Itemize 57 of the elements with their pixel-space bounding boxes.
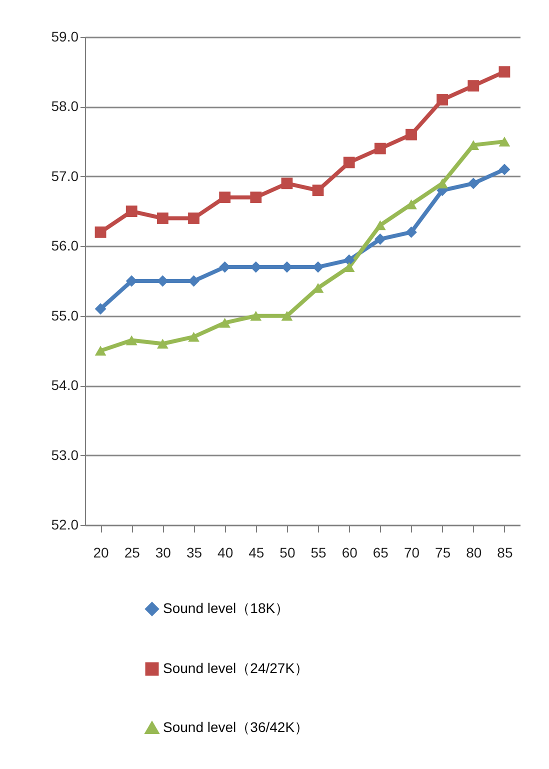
y-tick-label: 58.0 [51,98,79,114]
point [436,178,448,188]
y-tick-label: 57.0 [51,168,79,184]
point [343,254,355,266]
x-tick-label: 85 [497,544,513,560]
y-tick-label: 53.0 [51,446,79,463]
point [188,212,200,224]
point [156,338,168,349]
point [94,346,106,356]
x-tick-label: 30 [155,544,172,560]
x-tick-label: 25 [124,544,140,560]
point [126,335,138,346]
x-tick-label: 35 [186,544,202,560]
x-tick-label: 20 [93,544,110,560]
x-tick-label: 55 [310,544,327,560]
point [312,184,324,196]
x-tick-label: 80 [466,544,482,560]
x-tick-label: 75 [435,544,451,560]
y-tick-label: 56.0 [51,238,79,254]
legend-label: Sound level（18K） [163,600,290,616]
y-tick-label: 52.0 [51,516,79,532]
point [468,80,480,92]
point [156,212,168,224]
point [498,164,510,176]
point [250,310,262,321]
x-tick-label: 50 [280,544,296,560]
point [436,94,448,106]
point [406,226,417,238]
point [406,128,417,140]
point [406,199,417,210]
x-tick-label: 40 [218,544,234,560]
point [219,192,231,204]
point [250,192,262,204]
point [468,178,480,190]
point [281,310,293,321]
point [498,136,510,147]
legend-label: Sound level（24/27K） [163,660,309,676]
point [126,206,138,217]
legend-label: Sound level（36/42K） [163,719,309,735]
point [343,156,355,168]
y-tick-label: 55.0 [51,307,79,324]
x-tick-label: 70 [404,544,420,560]
x-tick-label: 60 [342,544,358,560]
y-tick-label: 59.0 [51,28,79,44]
point [94,226,106,238]
point [281,178,293,190]
point [94,303,106,315]
x-tick-label: 65 [372,544,389,560]
point [374,220,386,230]
y-tick-label: 54.0 [51,377,79,394]
point [188,332,200,342]
point [219,318,231,328]
x-tick-label: 45 [248,544,264,560]
point [374,233,386,245]
point [468,140,480,150]
point [498,66,510,78]
point [374,142,386,154]
